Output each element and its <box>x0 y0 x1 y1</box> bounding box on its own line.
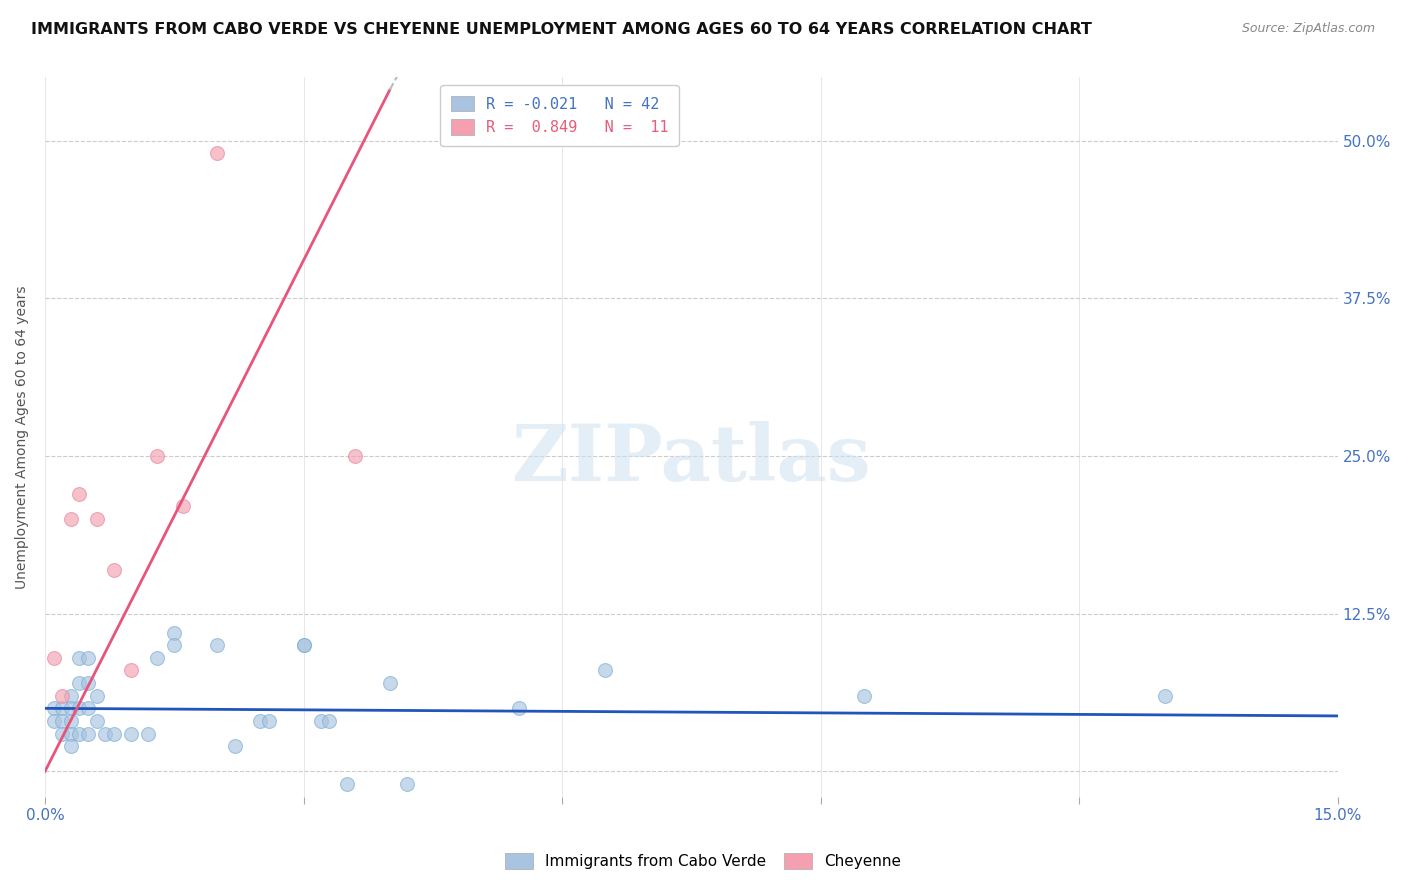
Point <box>344 449 367 463</box>
Point <box>378 676 401 690</box>
Point <box>59 726 82 740</box>
Point <box>42 714 65 728</box>
Point <box>318 714 340 728</box>
Point <box>163 638 186 652</box>
Point <box>94 726 117 740</box>
Point <box>69 701 91 715</box>
Point <box>249 714 271 728</box>
Point <box>51 701 73 715</box>
Text: IMMIGRANTS FROM CABO VERDE VS CHEYENNE UNEMPLOYMENT AMONG AGES 60 TO 64 YEARS CO: IMMIGRANTS FROM CABO VERDE VS CHEYENNE U… <box>31 22 1092 37</box>
Point <box>292 638 315 652</box>
Point <box>146 449 169 463</box>
Point <box>163 625 186 640</box>
Y-axis label: Unemployment Among Ages 60 to 64 years: Unemployment Among Ages 60 to 64 years <box>15 285 30 589</box>
Point <box>309 714 332 728</box>
Point <box>42 701 65 715</box>
Point <box>103 563 125 577</box>
Point <box>395 777 418 791</box>
Point <box>69 487 91 501</box>
Point <box>51 714 73 728</box>
Point <box>120 726 142 740</box>
Point <box>86 689 108 703</box>
Point <box>77 676 100 690</box>
Point <box>42 651 65 665</box>
Point <box>59 714 82 728</box>
Point <box>1154 689 1177 703</box>
Point <box>336 777 359 791</box>
Point <box>224 739 246 754</box>
Point <box>138 726 160 740</box>
Point <box>77 726 100 740</box>
Point <box>146 651 169 665</box>
Point <box>69 676 91 690</box>
Point <box>508 701 530 715</box>
Point <box>77 701 100 715</box>
Point <box>51 726 73 740</box>
Legend: Immigrants from Cabo Verde, Cheyenne: Immigrants from Cabo Verde, Cheyenne <box>499 847 907 875</box>
Point <box>86 714 108 728</box>
Text: ZIPatlas: ZIPatlas <box>512 421 872 497</box>
Point <box>69 651 91 665</box>
Point <box>59 512 82 526</box>
Point <box>172 500 194 514</box>
Point <box>852 689 875 703</box>
Point <box>207 146 229 161</box>
Point <box>77 651 100 665</box>
Point <box>86 512 108 526</box>
Point <box>59 739 82 754</box>
Point <box>257 714 280 728</box>
Point <box>593 664 616 678</box>
Legend: R = -0.021   N = 42, R =  0.849   N =  11: R = -0.021 N = 42, R = 0.849 N = 11 <box>440 85 679 146</box>
Point <box>59 701 82 715</box>
Point <box>69 726 91 740</box>
Text: Source: ZipAtlas.com: Source: ZipAtlas.com <box>1241 22 1375 36</box>
Point <box>51 689 73 703</box>
Point <box>120 664 142 678</box>
Point <box>207 638 229 652</box>
Point <box>292 638 315 652</box>
Point <box>103 726 125 740</box>
Point <box>59 689 82 703</box>
